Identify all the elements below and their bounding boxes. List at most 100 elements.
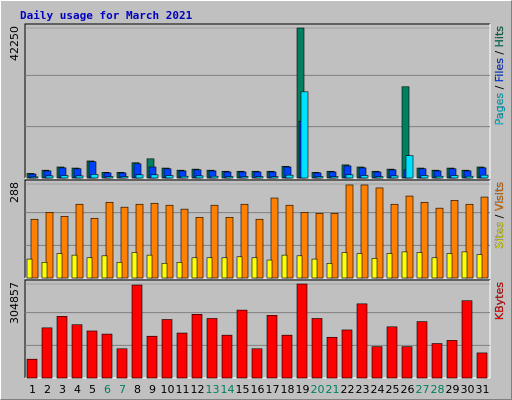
bar [165, 175, 174, 179]
y-tick-label: 42250 [8, 26, 21, 61]
x-tick-label: 14 [221, 383, 235, 396]
legend-entry: KBytes [493, 282, 506, 320]
bar [390, 175, 399, 179]
bar [360, 175, 369, 179]
bar [345, 174, 354, 179]
bar [431, 257, 438, 279]
bar [56, 316, 68, 379]
bar [56, 253, 63, 279]
x-tick-label: 20 [311, 383, 325, 396]
x-tick-label: 29 [446, 383, 460, 396]
bar [405, 155, 414, 179]
bar [270, 176, 279, 179]
bar [191, 313, 203, 379]
bar [180, 175, 189, 179]
bar [390, 203, 399, 279]
bar [75, 203, 84, 279]
bar [90, 174, 99, 179]
bar [225, 216, 234, 279]
bar [236, 309, 248, 379]
legend: Pages / Files / Hits [493, 26, 506, 126]
bar [371, 258, 378, 279]
bar [356, 303, 368, 379]
bar [120, 206, 129, 279]
bar [251, 348, 263, 379]
x-tick-label: 31 [476, 383, 490, 396]
legend-separator: / [493, 211, 506, 222]
bar [255, 176, 264, 179]
bar [255, 218, 264, 279]
x-tick-label: 11 [176, 383, 190, 396]
x-tick-label: 22 [341, 383, 355, 396]
bar [221, 257, 228, 279]
bar [60, 175, 69, 179]
bar [435, 175, 444, 179]
bar [401, 346, 413, 379]
bar [300, 91, 309, 179]
x-tick-label: 12 [191, 383, 205, 396]
bar [206, 318, 218, 379]
bar [285, 174, 294, 179]
bar [251, 257, 258, 279]
x-tick-label: 10 [161, 383, 175, 396]
bar [180, 208, 189, 279]
bar [146, 254, 153, 279]
bar [416, 321, 428, 379]
bar [150, 174, 159, 179]
bar [75, 175, 84, 179]
x-tick-label: 21 [326, 383, 340, 396]
y-tick-label: 288 [8, 182, 21, 203]
chart-title: Daily usage for March 2021 [20, 9, 193, 22]
bar [225, 176, 234, 179]
x-tick-label: 5 [89, 383, 96, 396]
bar [135, 203, 144, 279]
bar [311, 258, 318, 279]
legend-entry: Hits [493, 26, 506, 48]
bar [165, 204, 174, 279]
bar [206, 257, 213, 279]
x-tick-label: 2 [44, 383, 51, 396]
bar [431, 343, 443, 379]
bar [476, 352, 488, 379]
legend-separator: / [493, 47, 506, 58]
x-tick-label: 25 [386, 383, 400, 396]
bar [86, 257, 93, 279]
legend-entry: Visits [493, 182, 506, 211]
bar [210, 175, 219, 179]
x-tick-label: 8 [134, 383, 141, 396]
bar [30, 218, 39, 279]
x-tick-label: 23 [356, 383, 370, 396]
bar [131, 284, 143, 379]
bar [195, 175, 204, 179]
bar [341, 329, 353, 379]
bar [101, 255, 108, 279]
bar [116, 348, 128, 379]
x-tick-label: 16 [251, 383, 265, 396]
legend-entry: Files [493, 58, 506, 82]
bar [210, 204, 219, 279]
bar [476, 254, 483, 279]
bar [296, 255, 303, 279]
bar [26, 358, 38, 379]
x-tick-label: 18 [281, 383, 295, 396]
x-tick-label: 6 [104, 383, 111, 396]
x-tick-label: 19 [296, 383, 310, 396]
bar [266, 315, 278, 379]
bar [240, 203, 249, 279]
bar [191, 257, 198, 279]
x-tick-label: 3 [59, 383, 66, 396]
bar [311, 318, 323, 379]
bar [465, 175, 474, 179]
legend-separator: / [493, 82, 506, 93]
bar [480, 174, 489, 179]
bar [461, 251, 468, 279]
bar [300, 212, 309, 279]
bar [45, 175, 54, 179]
bar [326, 263, 333, 279]
bar [150, 202, 159, 279]
x-tick-label: 28 [431, 383, 445, 396]
bar [345, 184, 354, 279]
bar [285, 204, 294, 279]
